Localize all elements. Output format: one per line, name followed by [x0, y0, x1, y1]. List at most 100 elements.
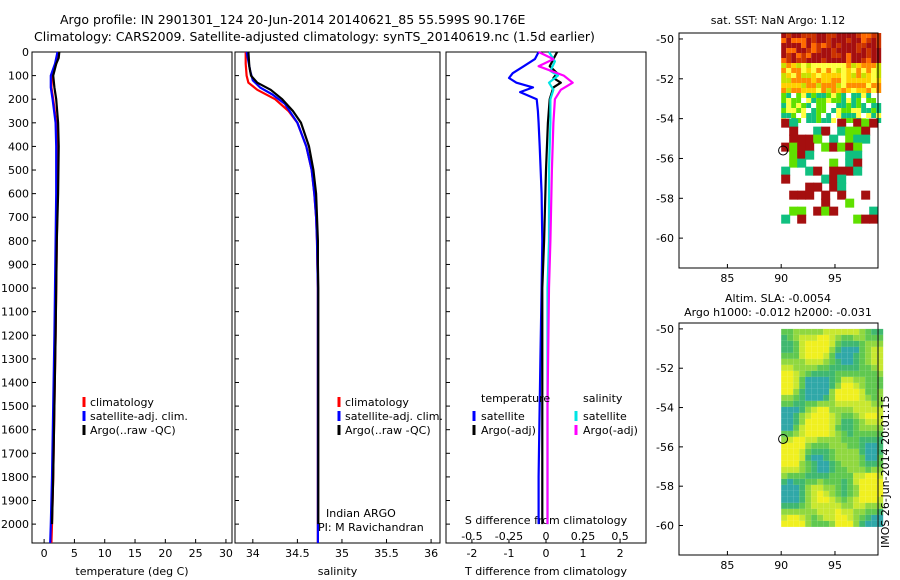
- sst_map-cell: [806, 83, 812, 88]
- sla_map-cell: [793, 502, 800, 509]
- sst_map-cell: [816, 93, 822, 98]
- sla_map-cell: [817, 400, 824, 407]
- sla_map-cell: [805, 424, 812, 431]
- sla_map-cell: [865, 508, 872, 515]
- sla_map-cell: [811, 376, 818, 383]
- sst_map-cell: [837, 126, 847, 136]
- temperature-legend-label: Argo(..raw -QC): [90, 424, 176, 437]
- sla_map-cell: [841, 430, 848, 437]
- sst_map-cell: [831, 88, 837, 93]
- sla_map-cell: [793, 328, 800, 335]
- sst_map-cell: [816, 108, 822, 113]
- sla_map-cell: [811, 412, 818, 419]
- sst_map-cell: [813, 206, 823, 216]
- sla_map-ytick-label: -50: [656, 323, 674, 336]
- sst_map-cell: [786, 58, 792, 63]
- sla_map-cell: [865, 490, 872, 497]
- sla_map-cell: [781, 424, 788, 431]
- sst_map-cell: [831, 53, 837, 58]
- sla_map-cell: [847, 454, 854, 461]
- sla_map-cell: [871, 334, 878, 341]
- sst_map-cell: [786, 68, 792, 73]
- sla_map-cell: [871, 340, 878, 347]
- sla_map-cell: [817, 346, 824, 353]
- sla_map-cell: [859, 508, 866, 515]
- sla_map-cell: [817, 406, 824, 413]
- sla_map-cell: [853, 484, 860, 491]
- sla_map-cell: [877, 454, 884, 461]
- sla_map-cell: [823, 424, 830, 431]
- sla_map-cell: [871, 382, 878, 389]
- sla_map-cell: [847, 412, 854, 419]
- sst_map-cell: [836, 73, 842, 78]
- difference-xtick-label: -2: [466, 547, 477, 560]
- sla_map-cell: [805, 508, 812, 515]
- sst_map-cell: [816, 48, 822, 53]
- sst_map-cell: [789, 126, 799, 136]
- sla_map-cell: [829, 388, 836, 395]
- salinity-annotation-institution: Indian ARGO: [326, 507, 396, 520]
- sla_map-cell: [799, 430, 806, 437]
- sst_map-cell: [806, 73, 812, 78]
- difference-xtick-top-label: -0.5: [461, 530, 482, 543]
- sst_map-cell: [796, 58, 802, 63]
- sla_map-cell: [877, 448, 884, 455]
- temperature-xtick-label: 15: [128, 547, 142, 560]
- sla_map-cell: [841, 346, 848, 353]
- sla_map-cell: [853, 400, 860, 407]
- sla_map-cell: [835, 406, 842, 413]
- sst_map-cell: [805, 190, 815, 200]
- sst_map-cell: [829, 142, 839, 152]
- sla_map-cell: [865, 484, 872, 491]
- sla_map-cell: [865, 358, 872, 365]
- salinity-axes: [234, 51, 441, 544]
- sla_map-cell: [847, 394, 854, 401]
- sst_map-cell: [866, 83, 872, 88]
- sst_map-cell: [791, 93, 797, 98]
- sst_map-cell: [781, 33, 787, 38]
- sst_map-cell: [791, 53, 797, 58]
- sla_map-cell: [853, 352, 860, 359]
- sla_map-cell: [877, 400, 884, 407]
- temperature-series-1: [49, 51, 59, 544]
- sst_map-cell: [797, 214, 807, 224]
- sst_map-cell: [871, 93, 877, 98]
- sla_map-cell: [805, 412, 812, 419]
- sst_map-cell: [876, 93, 882, 98]
- sst_map-cell: [786, 53, 792, 58]
- sst_map-cell: [876, 58, 882, 63]
- salinity-xlabel: salinity: [318, 565, 358, 578]
- sst_map-cell: [836, 78, 842, 83]
- temperature-ytick-label: 900: [8, 258, 29, 271]
- sla_map-cell: [781, 340, 788, 347]
- sla_map-cell: [859, 364, 866, 371]
- sla_map-cell: [859, 418, 866, 425]
- sst_map-cell: [791, 113, 797, 118]
- sla_map-cell: [865, 382, 872, 389]
- sla_map-cell: [793, 466, 800, 473]
- sla_map-cell: [823, 406, 830, 413]
- sla_map-cell: [799, 466, 806, 473]
- sst-map-title: sat. SST: NaN Argo: 1.12: [711, 14, 845, 27]
- sla_map-cell: [865, 430, 872, 437]
- sla_map-cell: [853, 508, 860, 515]
- sst_map-cell: [851, 108, 857, 113]
- sla_map-cell: [811, 394, 818, 401]
- sla_map-cell: [793, 490, 800, 497]
- sla_map-cell: [835, 382, 842, 389]
- sst_map-cell: [806, 58, 812, 63]
- sla_map-cell: [811, 340, 818, 347]
- sst_map-cell: [806, 108, 812, 113]
- sla_map-cell: [865, 346, 872, 353]
- sst_map-cell: [805, 134, 815, 144]
- sst_map-cell: [796, 113, 802, 118]
- sst_map-cell: [871, 43, 877, 48]
- sst_map-cell: [846, 58, 852, 63]
- sla_map-cell: [805, 394, 812, 401]
- sla_map-cell: [859, 334, 866, 341]
- sla_map-cell: [847, 508, 854, 515]
- sla_map-cell: [817, 460, 824, 467]
- sst_map-cell: [836, 63, 842, 68]
- sst_map-cell: [781, 214, 791, 224]
- sla_map-cell: [805, 364, 812, 371]
